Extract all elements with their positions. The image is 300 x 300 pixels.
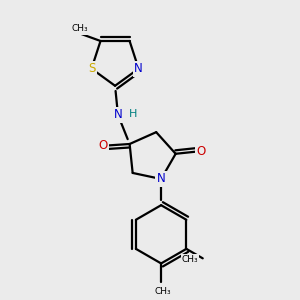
Text: CH₃: CH₃ xyxy=(182,255,198,264)
Text: O: O xyxy=(196,145,206,158)
Text: S: S xyxy=(88,62,95,75)
Text: CH₃: CH₃ xyxy=(154,287,171,296)
Text: CH₃: CH₃ xyxy=(72,24,88,33)
Text: O: O xyxy=(98,139,107,152)
Text: N: N xyxy=(157,172,166,185)
Text: N: N xyxy=(114,108,122,122)
Text: H: H xyxy=(129,109,137,119)
Text: N: N xyxy=(134,62,143,75)
